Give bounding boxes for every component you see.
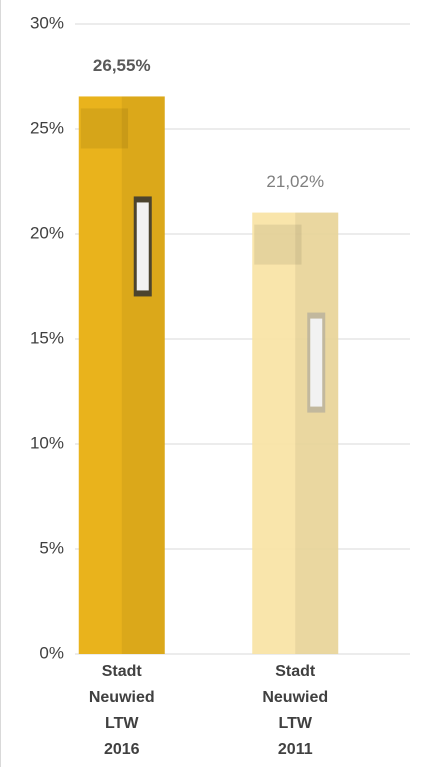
y-tick-label: 20%	[30, 223, 64, 242]
data-label: 21,02%	[266, 172, 324, 191]
pillar-sign-paper	[136, 202, 149, 291]
pillar-slot	[254, 224, 302, 265]
y-tick-label: 5%	[39, 538, 64, 557]
pillar-sign-paper	[310, 318, 323, 407]
pillar-shade	[295, 212, 339, 654]
pillar-slot	[80, 108, 129, 149]
data-label: 26,55%	[93, 56, 151, 75]
y-tick-label: 0%	[39, 643, 64, 662]
x-tick-label: Stadt Neuwied LTW 2011	[262, 663, 328, 758]
x-tick-label: Stadt Neuwied LTW 2016	[89, 663, 155, 758]
y-tick-label: 25%	[30, 118, 64, 137]
bar	[78, 96, 165, 654]
y-tick-label: 10%	[30, 433, 64, 452]
pillar-shade	[121, 96, 165, 654]
y-tick-label: 15%	[30, 328, 64, 347]
bar	[252, 212, 339, 654]
y-tick-label: 30%	[30, 13, 64, 32]
